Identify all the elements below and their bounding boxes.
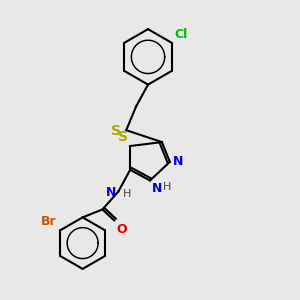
Text: O: O xyxy=(116,223,127,236)
Text: N: N xyxy=(106,186,116,199)
Text: S: S xyxy=(118,130,128,144)
Text: H: H xyxy=(163,182,171,193)
Text: S: S xyxy=(112,124,122,138)
Text: N: N xyxy=(152,182,162,196)
Text: H: H xyxy=(123,189,131,199)
Text: Cl: Cl xyxy=(174,28,187,41)
Text: Br: Br xyxy=(41,215,56,228)
Text: N: N xyxy=(173,154,183,168)
